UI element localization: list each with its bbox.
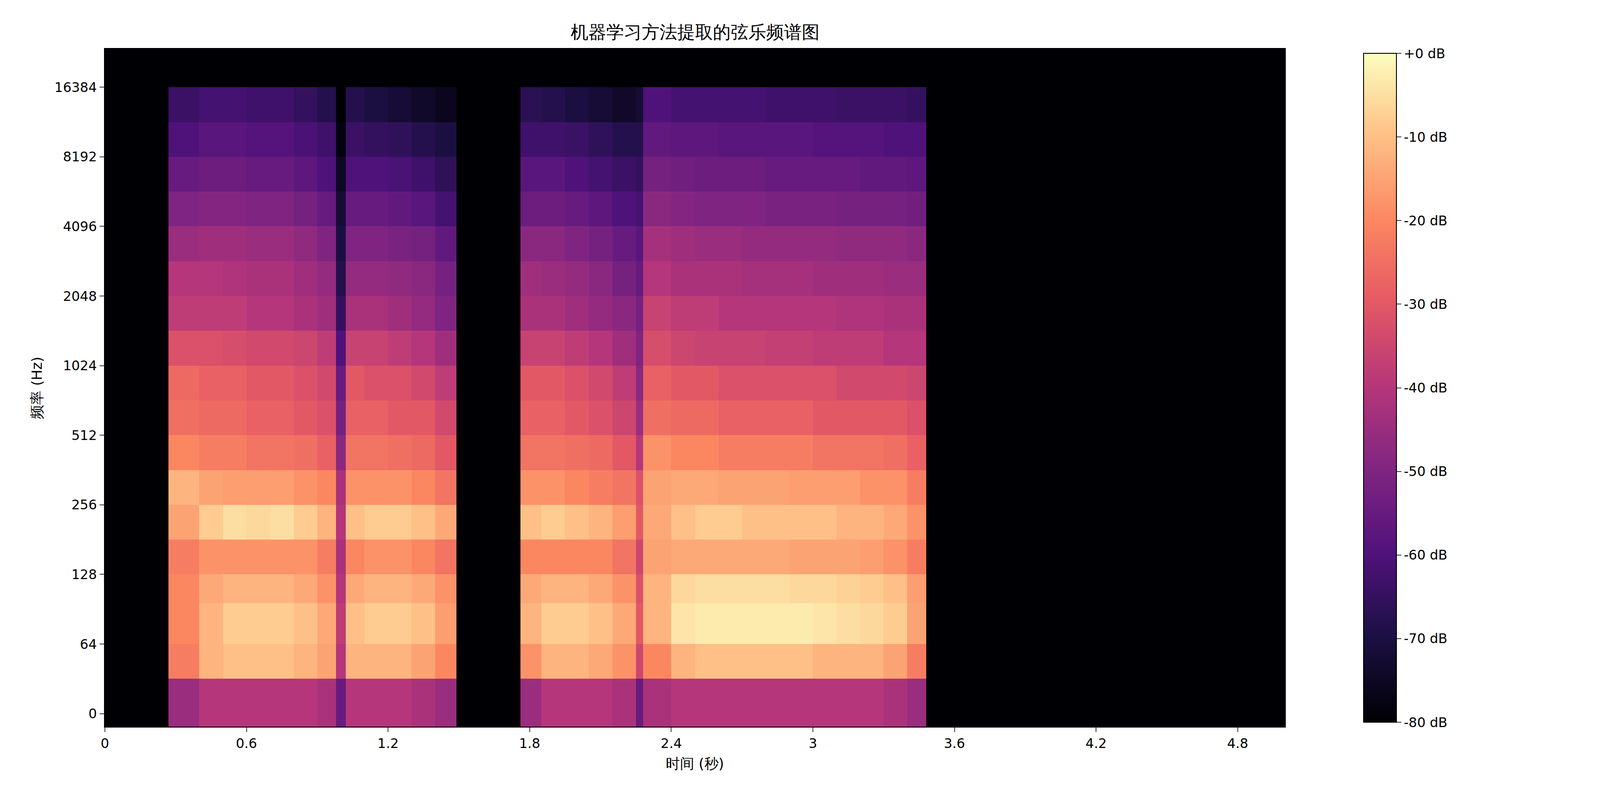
svg-text:2.4: 2.4: [660, 735, 683, 752]
svg-text:1.8: 1.8: [519, 735, 541, 752]
svg-text:256: 256: [71, 496, 97, 513]
svg-text:频率 (Hz): 频率 (Hz): [28, 356, 46, 420]
svg-text:3.6: 3.6: [944, 735, 966, 752]
svg-text:16384: 16384: [54, 79, 97, 96]
svg-text:-40 dB: -40 dB: [1404, 380, 1448, 396]
svg-text:4.2: 4.2: [1085, 735, 1107, 752]
svg-text:2048: 2048: [63, 288, 97, 304]
svg-text:1024: 1024: [63, 357, 97, 374]
svg-text:-50 dB: -50 dB: [1404, 463, 1448, 480]
svg-text:4096: 4096: [63, 218, 97, 235]
svg-text:-20 dB: -20 dB: [1404, 212, 1448, 229]
svg-text:-10 dB: -10 dB: [1404, 129, 1448, 145]
svg-text:-30 dB: -30 dB: [1404, 296, 1448, 312]
svg-text:时间 (秒): 时间 (秒): [665, 755, 724, 772]
svg-text:8192: 8192: [63, 148, 97, 165]
svg-text:0.6: 0.6: [236, 735, 258, 752]
svg-text:-60 dB: -60 dB: [1404, 547, 1448, 563]
svg-text:-80 dB: -80 dB: [1404, 714, 1448, 731]
svg-text:1.2: 1.2: [377, 735, 399, 752]
svg-text:512: 512: [71, 427, 97, 444]
svg-text:128: 128: [71, 566, 97, 583]
svg-text:+0 dB: +0 dB: [1404, 45, 1446, 62]
svg-text:0: 0: [88, 705, 97, 722]
svg-text:64: 64: [80, 636, 97, 652]
svg-text:-70 dB: -70 dB: [1404, 630, 1448, 647]
svg-text:0: 0: [100, 735, 109, 752]
svg-text:机器学习方法提取的弦乐频谱图: 机器学习方法提取的弦乐频谱图: [570, 21, 820, 43]
svg-text:4.8: 4.8: [1227, 735, 1249, 752]
svg-text:3: 3: [808, 735, 817, 752]
